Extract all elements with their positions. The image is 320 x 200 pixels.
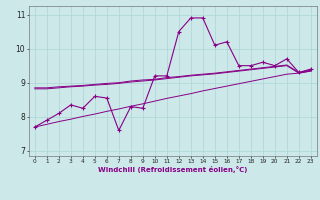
X-axis label: Windchill (Refroidissement éolien,°C): Windchill (Refroidissement éolien,°C) bbox=[98, 166, 247, 173]
